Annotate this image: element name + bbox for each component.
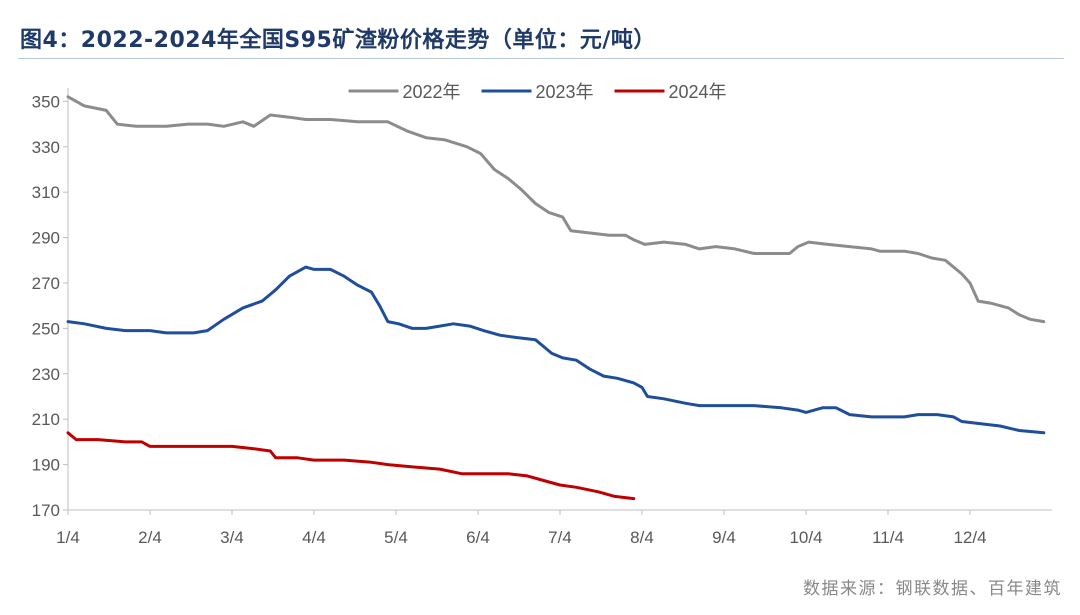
x-tick-label: 10/4 (789, 528, 822, 547)
x-tick-label: 8/4 (630, 528, 654, 547)
x-tick-label: 1/4 (56, 528, 80, 547)
chart-axes: 170 190 210 230 250 270 290 310 330 350 1/4 2/4 3/4 4… (32, 88, 1052, 547)
x-tick-label: 3/4 (220, 528, 244, 547)
x-tick-label: 11/4 (872, 528, 904, 547)
chart-title: 图4：2022-2024年全国S95矿渣粉价格走势（单位：元/吨） (20, 28, 656, 53)
y-tick-label: 190 (32, 456, 60, 475)
chart-series (66, 95, 1046, 501)
y-tick-label: 210 (32, 410, 60, 429)
y-tick-label: 250 (32, 319, 60, 338)
x-tick-label: 6/4 (466, 528, 490, 547)
series-line-1 (66, 265, 1046, 435)
x-tick-label: 2/4 (138, 528, 162, 547)
x-tick-label: 7/4 (548, 528, 572, 547)
line-chart: 2022年 2023年 2024年 170 190 210 230 250 270 290 310… (32, 82, 1052, 547)
legend-label: 2023年 (536, 82, 594, 102)
source-note: 数据来源：钢联数据、百年建筑 (803, 579, 1062, 599)
y-tick-label: 310 (32, 183, 60, 202)
series-line-2 (66, 431, 636, 501)
legend-item-1: 2023年 (481, 82, 594, 102)
chart-legend: 2022年 2023年 2024年 (348, 82, 727, 102)
y-tick-label: 350 (32, 92, 60, 111)
y-tick-label: 270 (32, 274, 60, 293)
series-line-0 (66, 95, 1046, 324)
legend-label: 2022年 (403, 82, 461, 102)
y-tick-label: 330 (32, 138, 60, 157)
x-tick-label: 9/4 (712, 528, 736, 547)
x-tick-label: 12/4 (953, 528, 986, 547)
x-tick-label: 5/4 (384, 528, 408, 547)
x-tick-label: 4/4 (302, 528, 326, 547)
y-tick-label: 170 (32, 501, 60, 520)
legend-item-0: 2022年 (348, 82, 461, 102)
y-tick-label: 230 (32, 365, 60, 384)
legend-label: 2024年 (669, 82, 727, 102)
title-underline (18, 58, 1064, 59)
y-tick-label: 290 (32, 229, 60, 248)
legend-item-2: 2024年 (614, 82, 727, 102)
